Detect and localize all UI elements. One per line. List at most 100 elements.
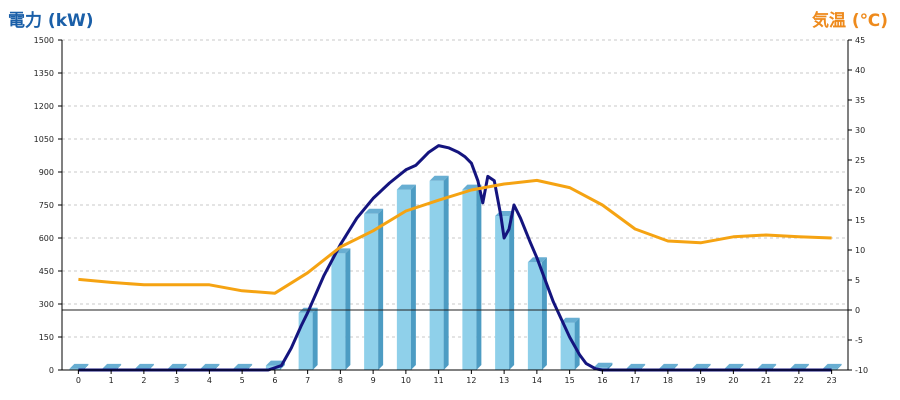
power-bar-top: [658, 363, 678, 369]
x-tick-label: 6: [272, 376, 277, 385]
tick-labels: 01503004506007509001050120013501500-10-5…: [34, 36, 868, 385]
left-tick-label: 1200: [34, 102, 54, 111]
power-bar-top: [593, 362, 613, 368]
right-tick-label: 45: [855, 36, 865, 45]
x-tick-label: 23: [827, 376, 837, 385]
left-tick-label: 1050: [34, 135, 54, 144]
power-bar-top: [69, 363, 89, 369]
x-tick-label: 5: [240, 376, 245, 385]
power-bar-side: [410, 184, 416, 370]
power-bar-side: [443, 175, 449, 370]
power-bar: [396, 189, 411, 370]
power-bar-side: [83, 363, 89, 370]
left-tick-label: 300: [39, 300, 54, 309]
power-line: [78, 144, 832, 372]
left-tick-label: 1500: [34, 36, 54, 45]
temperature-line: [78, 178, 832, 295]
power-bar-top: [429, 175, 449, 181]
power-bar: [527, 262, 542, 370]
right-tick-label: 20: [855, 186, 865, 195]
x-tick-label: 8: [338, 376, 343, 385]
power-bar: [560, 322, 575, 370]
x-tick-label: 20: [728, 376, 738, 385]
left-tick-label: 450: [39, 267, 54, 276]
right-tick-label: 15: [855, 216, 865, 225]
power-bar-side: [312, 307, 318, 370]
power-bar-side: [148, 363, 154, 370]
power-bar-side: [476, 184, 482, 370]
x-tick-label: 17: [630, 376, 640, 385]
left-tick-label: 750: [39, 201, 54, 210]
power-bar-side: [640, 363, 646, 370]
right-tick-label: 30: [855, 126, 865, 135]
power-bar: [298, 312, 313, 370]
power-bar-top: [134, 363, 154, 369]
x-tick-label: 3: [174, 376, 179, 385]
power-bar: [462, 189, 477, 370]
x-tick-label: 16: [597, 376, 607, 385]
grid-lines: [62, 39, 848, 338]
power-bar-side: [705, 363, 711, 370]
power-bar-top: [757, 363, 777, 369]
left-tick-label: 600: [39, 234, 54, 243]
x-tick-label: 13: [499, 376, 509, 385]
power-bar-top: [626, 363, 646, 369]
power-bar-side: [378, 208, 384, 370]
power-bar: [495, 216, 510, 370]
x-tick-label: 15: [565, 376, 575, 385]
data-lines: [78, 144, 832, 372]
power-bar-top: [364, 208, 384, 214]
left-tick-label: 900: [39, 168, 54, 177]
left-tick-label: 150: [39, 333, 54, 342]
power-bar-top: [789, 363, 809, 369]
power-bar-side: [509, 211, 515, 370]
power-bar-top: [724, 363, 744, 369]
power-bar-side: [181, 363, 187, 370]
power-bar-top: [265, 360, 285, 366]
x-tick-label: 2: [141, 376, 146, 385]
x-tick-label: 1: [109, 376, 114, 385]
left-tick-label: 0: [49, 366, 54, 375]
x-tick-label: 12: [466, 376, 476, 385]
right-tick-label: -5: [855, 336, 863, 345]
power-bar-side: [574, 317, 580, 370]
x-tick-label: 22: [794, 376, 804, 385]
right-tick-label: 0: [855, 306, 860, 315]
power-bar-top: [691, 363, 711, 369]
right-tick-label: 40: [855, 66, 865, 75]
x-tick-label: 21: [761, 376, 771, 385]
x-tick-label: 10: [401, 376, 411, 385]
axes: [58, 39, 852, 374]
x-tick-label: 4: [207, 376, 212, 385]
power-bar-top: [167, 363, 187, 369]
power-bar-side: [607, 362, 613, 370]
right-tick-label: 10: [855, 246, 865, 255]
power-bar-side: [771, 363, 777, 370]
power-bar: [364, 213, 379, 370]
x-tick-label: 7: [305, 376, 310, 385]
power-bar-side: [738, 363, 744, 370]
right-tick-label: -10: [855, 366, 868, 375]
power-bar-side: [247, 363, 253, 370]
power-bar-top: [200, 363, 220, 369]
left-axis-title: 電力 (kW): [8, 11, 94, 31]
right-tick-label: 5: [855, 276, 860, 285]
power-bar-side: [672, 363, 678, 370]
right-axis-title: 気温 (℃): [811, 11, 888, 31]
right-tick-label: 25: [855, 156, 865, 165]
power-bar-top: [102, 363, 122, 369]
x-tick-label: 11: [434, 376, 444, 385]
power-bar: [331, 253, 346, 370]
power-bar-side: [116, 363, 122, 370]
x-tick-label: 18: [663, 376, 673, 385]
power-bar-top: [822, 363, 842, 369]
x-tick-label: 0: [76, 376, 81, 385]
x-tick-label: 14: [532, 376, 542, 385]
right-tick-label: 35: [855, 96, 865, 105]
power-bar: [69, 368, 84, 370]
power-bar-top: [233, 363, 253, 369]
x-tick-label: 19: [696, 376, 706, 385]
power-bar-top: [396, 184, 416, 190]
power-bar-side: [214, 363, 220, 370]
